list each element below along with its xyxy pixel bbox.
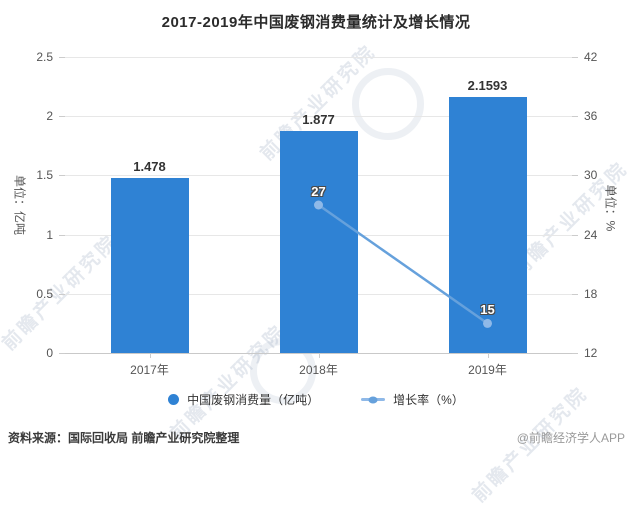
x-axis-tick-mark bbox=[487, 353, 489, 358]
right-axis-title: 单位：% bbox=[603, 184, 618, 232]
y-axis-tick-label-right: 30 bbox=[584, 168, 598, 183]
line-series-marker-icon bbox=[361, 396, 386, 403]
y-axis-tick-mark bbox=[59, 116, 65, 118]
x-axis-tick-mark bbox=[318, 353, 320, 358]
growth-rate-line bbox=[314, 200, 492, 328]
x-axis-tick-label: 2018年 bbox=[299, 363, 338, 377]
legend-item-consumption: 中国废钢消费量（亿吨） bbox=[168, 391, 319, 408]
y-axis-tick-label-left: 1 bbox=[46, 227, 53, 242]
y-axis-tick-mark bbox=[59, 353, 65, 354]
plot-area: 0 12 0.5 18 1 24 1.5 30 2 36 2.5 42 2017年 2018年 2019年 1… bbox=[36, 50, 597, 377]
line-data-point bbox=[483, 318, 492, 328]
y-axis-tick-mark bbox=[572, 293, 578, 295]
y-axis-tick-mark bbox=[572, 57, 578, 58]
chart-title: 2017-2019年中国废钢消费量统计及增长情况 bbox=[161, 14, 471, 31]
y-axis-tick-label-right: 24 bbox=[584, 227, 598, 242]
left-axis-title: 单位：亿吨 bbox=[12, 174, 27, 236]
y-axis-tick-mark bbox=[572, 234, 578, 236]
credit-text: @前瞻经济学人APP bbox=[516, 431, 625, 445]
bar-2017年 bbox=[110, 178, 189, 353]
gridline bbox=[65, 116, 572, 118]
legend-label-growth-rate: 增长率（%） bbox=[393, 393, 464, 407]
line-data-point bbox=[314, 200, 323, 210]
y-axis-tick-mark bbox=[572, 175, 578, 177]
y-axis-tick-mark bbox=[572, 353, 578, 354]
y-axis-tick-label-left: 2 bbox=[46, 109, 53, 124]
y-axis-tick-mark bbox=[59, 57, 65, 58]
x-axis-tick-label: 2017年 bbox=[130, 363, 169, 377]
gridline bbox=[65, 57, 572, 58]
y-axis-tick-label-left: 2.5 bbox=[36, 50, 53, 64]
x-axis-tick-label: 2019年 bbox=[468, 363, 507, 377]
y-axis-tick-label-right: 36 bbox=[584, 109, 598, 124]
y-axis-tick-mark bbox=[59, 293, 65, 295]
y-axis-tick-label-right: 42 bbox=[584, 50, 598, 64]
bar-2019年 bbox=[448, 97, 527, 353]
y-axis-tick-label-left: 0.5 bbox=[36, 286, 53, 301]
bar-2018年 bbox=[279, 130, 358, 353]
bar-value-label: 1.877 bbox=[302, 111, 335, 127]
x-axis-tick-mark bbox=[149, 353, 151, 358]
y-axis-tick-label-left: 1.5 bbox=[36, 168, 53, 183]
y-axis-tick-label-right: 18 bbox=[584, 286, 598, 301]
y-axis-tick-mark bbox=[59, 234, 65, 236]
y-axis-tick-mark bbox=[572, 116, 578, 118]
legend: 中国废钢消费量（亿吨） 增长率（%） bbox=[0, 391, 632, 408]
y-axis-tick-mark bbox=[59, 175, 65, 177]
data-source-text: 资料来源：国际回收局 前瞻产业研究院整理 bbox=[8, 431, 240, 445]
legend-label-consumption: 中国废钢消费量（亿吨） bbox=[187, 393, 320, 407]
bar-value-label: 1.478 bbox=[133, 159, 166, 174]
line-value-label: 15 bbox=[480, 302, 495, 318]
legend-item-growth-rate: 增长率（%） bbox=[361, 391, 464, 408]
y-axis-tick-label-right: 12 bbox=[584, 346, 598, 360]
line-value-label: 27 bbox=[311, 184, 326, 199]
bar-value-label: 2.1593 bbox=[467, 78, 508, 94]
y-axis-tick-label-left: 0 bbox=[46, 346, 53, 360]
bar-series-marker-icon bbox=[168, 394, 180, 405]
